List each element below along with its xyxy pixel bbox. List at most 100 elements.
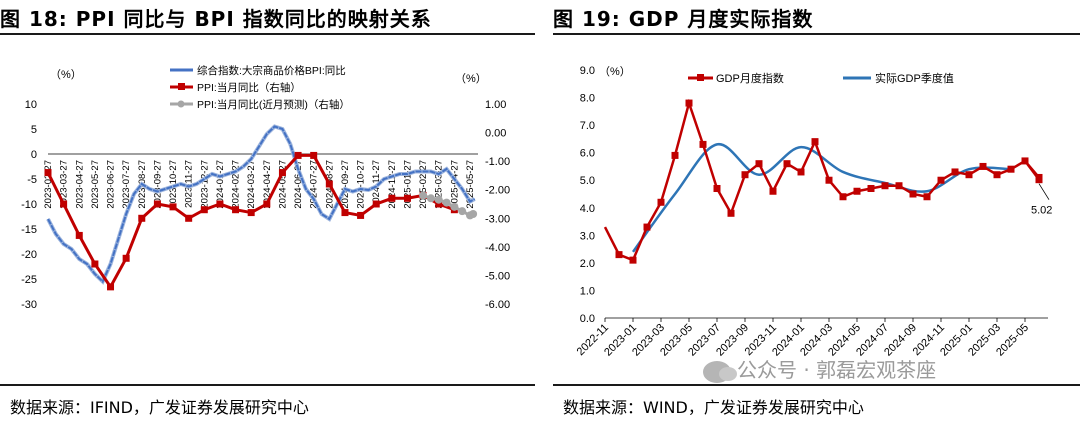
ppi-point-17 [310, 151, 318, 159]
gdp-quarterly-line [631, 143, 1012, 253]
ppi-point-11 [216, 200, 224, 208]
ppi-point-18 [325, 180, 333, 188]
left-x-label-3: 2023-05-27 [90, 160, 101, 209]
left-x-label-14: 2024-04-27 [262, 160, 273, 209]
gdp-monthly-point-14 [797, 168, 805, 176]
right-y-tick-1: 0.00 [485, 128, 506, 140]
left-x-label-26: 2025-04-27 [449, 160, 460, 209]
left-x-label-15: 2024-05-27 [277, 160, 288, 209]
left-x-label-5: 2023-07-27 [121, 160, 132, 209]
right-axis-unit: （%） [455, 72, 487, 85]
left-x-label-19: 2024-09-27 [340, 160, 351, 209]
right-figure-title: 图 19: GDP 月度实际指数 [553, 7, 814, 31]
gdp-monthly-point-25 [951, 168, 959, 176]
gdp-monthly-point-19 [867, 184, 875, 192]
gdp-monthly-point-15 [811, 138, 819, 146]
forecast-point-5 [458, 207, 467, 216]
left-y-tick-3: -5 [27, 174, 37, 186]
last-value-annotation: 5.02 [1031, 183, 1052, 217]
right-chart-y-tick-2: 7.0 [580, 120, 595, 132]
forecast-point-4 [450, 202, 459, 211]
right-y-tick-6: -5.00 [485, 270, 510, 282]
ppi-point-21 [372, 200, 380, 208]
right-y-tick-0: 1.00 [485, 99, 506, 111]
gdp-monthly-point-last [1035, 176, 1043, 184]
forecast-point-2 [434, 195, 443, 204]
ppi-point-19 [341, 209, 349, 217]
left-x-label-4: 2023-06-27 [106, 160, 117, 209]
left-legend: 综合指数:大宗商品价格BPI:同比 PPI:当月同比（右轴） PPI:当月同比(… [170, 64, 350, 111]
forecast-point-3 [442, 198, 451, 207]
gdp-monthly-point-17 [839, 193, 847, 201]
left-x-label-24: 2025-02-27 [418, 160, 429, 209]
left-y-tick-0: 10 [25, 99, 37, 111]
ppi-point-10 [200, 206, 208, 214]
gdp-monthly-point-24 [937, 176, 945, 184]
ppi-point-25 [435, 200, 443, 208]
left-figure-title: 图 18: PPI 同比与 BPI 指数同比的映射关系 [0, 7, 432, 31]
legend-forecast-label: PPI:当月同比(近月预测)（右轴） [197, 98, 350, 111]
gdp-monthly-point-18 [853, 187, 861, 195]
forecast-point-7 [469, 210, 478, 218]
gdp-monthly-point-6 [685, 99, 693, 107]
right-chart-y-tick-5: 4.0 [580, 203, 595, 215]
ppi-point-6 [138, 214, 146, 222]
left-x-label-22: 2024-12-27 [387, 160, 398, 209]
gdp-monthly-line [603, 98, 1040, 262]
left-x-label-27: 2025-05-27 [465, 160, 476, 209]
left-y-tick-1: 5 [31, 124, 37, 136]
right-y-tick-7: -6.00 [485, 299, 510, 311]
last-value-label: 5.02 [1031, 205, 1052, 217]
right-figure: 图 19: GDP 月度实际指数 （%） 9.0 8.0 7.0 6.0 5.0 4.0 3… [553, 0, 1080, 423]
gdp-monthly-point-23 [923, 193, 931, 201]
right-chart-y-tick-3: 6.0 [580, 148, 595, 160]
left-x-label-12: 2024-02-27 [231, 160, 242, 209]
left-y-tick-4: -10 [21, 199, 37, 211]
left-x-label-23: 2025-01-27 [402, 160, 413, 209]
left-y-tick-7: -25 [21, 274, 37, 286]
left-x-label-20: 2024-10-27 [356, 160, 367, 209]
left-x-label-25: 2025-03-27 [434, 160, 445, 209]
gdp-monthly-point-3 [643, 223, 651, 231]
left-y-tick-8: -30 [21, 299, 37, 311]
right-chart-y-tick-9: 0.0 [580, 313, 595, 325]
gdp-monthly-point-22 [909, 190, 917, 198]
ppi-point-9 [185, 214, 193, 222]
ppi-point-14 [263, 200, 271, 208]
gdp-monthly-point-8 [713, 184, 721, 192]
ppi-point-4 [107, 283, 115, 291]
right-y-tick-3: -2.00 [485, 185, 510, 197]
right-chart-unit: （%） [599, 65, 631, 78]
gdp-monthly-point-21 [895, 182, 903, 190]
left-x-ticks: 2023-02-27 2023-03-27 2023-04-27 2023-05-27… [43, 160, 476, 209]
left-y-tick-2: 0 [31, 149, 37, 161]
right-chart-y-tick-4: 5.0 [580, 175, 595, 187]
ppi-point-20 [357, 211, 365, 219]
right-chart-y-tick-7: 2.0 [580, 258, 595, 270]
gdp-monthly-point-5 [671, 151, 679, 159]
forecast-point-0 [419, 191, 428, 200]
right-title-rule [553, 33, 1080, 35]
gdp-monthly-point-1 [615, 251, 623, 259]
gdp-monthly-point-28 [993, 171, 1001, 179]
left-x-label-7: 2023-09-27 [152, 160, 163, 209]
bpi-line [47, 125, 476, 284]
left-x-label-0: 2023-02-27 [43, 160, 54, 209]
legend-bpi-label: 综合指数:大宗商品价格BPI:同比 [197, 64, 346, 77]
right-chart: （%） 9.0 8.0 7.0 6.0 5.0 4.0 3.0 2.0 1.0 0.0 2022-… [575, 65, 1053, 359]
gdp-monthly-point-7 [699, 140, 707, 148]
ppi-point-5 [122, 254, 130, 262]
left-x-label-16: 2024-06-27 [293, 160, 304, 209]
gdp-monthly-point-9 [727, 209, 735, 217]
ppi-point-15 [278, 169, 286, 177]
ppi-point-3 [91, 260, 99, 268]
watermark-text: 公众号 · 郭磊宏观茶座 [737, 358, 937, 382]
right-y-ticks: 1.00 0.00 -1.00 -2.00 -3.00 -4.00 -5.00 -6.00 [485, 99, 510, 311]
ppi-point-16 [294, 151, 302, 159]
gdp-monthly-point-10 [741, 171, 749, 179]
wechat-icon [703, 360, 737, 383]
left-y-tick-5: -15 [21, 224, 37, 236]
right-y-tick-2: -1.00 [485, 156, 510, 168]
right-chart-y-tick-8: 1.0 [580, 285, 595, 297]
left-x-label-1: 2023-03-27 [59, 160, 70, 209]
